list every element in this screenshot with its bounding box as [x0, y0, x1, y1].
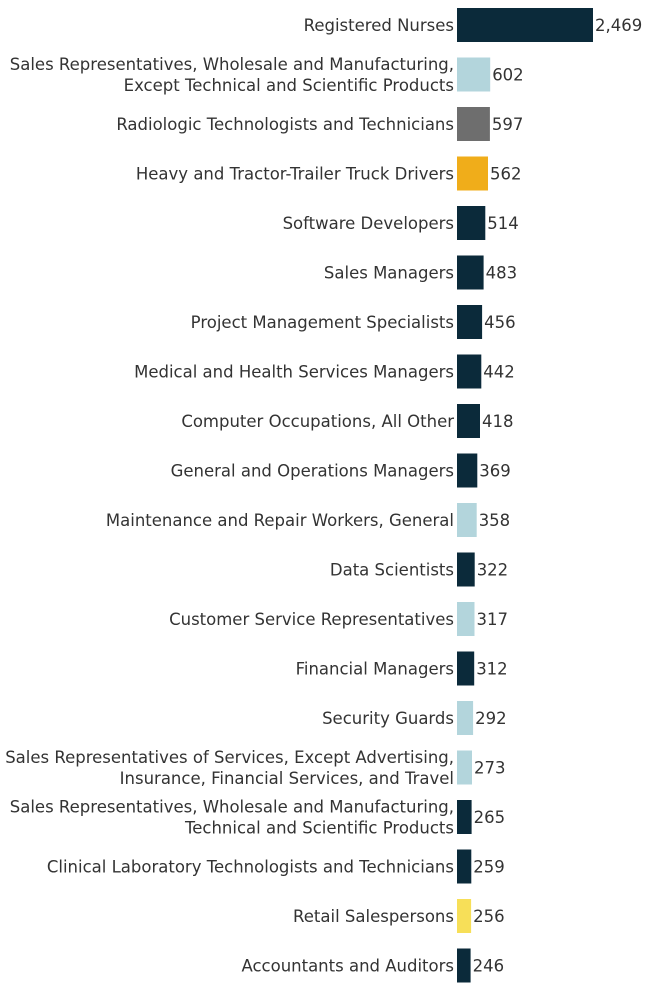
bar-13 [457, 602, 475, 636]
bar-18 [457, 849, 472, 884]
category-label-11: Maintenance and Repair Workers, General [106, 511, 454, 530]
value-label-1: 2,469 [595, 16, 642, 35]
values-layer: 2,469 602 597 562 514 483 456 442 418 369 358 322 31… [473, 16, 643, 976]
value-label-16: 273 [474, 759, 506, 778]
category-label-19: Retail Salespersons [293, 907, 454, 926]
category-label-3: Radiologic Technologists and Technicians [116, 115, 454, 134]
value-label-4: 562 [490, 165, 522, 184]
category-label-14: Financial Managers [296, 660, 454, 679]
value-label-17: 265 [474, 808, 506, 827]
category-label-4: Heavy and Tractor-Trailer Truck Drivers [136, 165, 454, 184]
category-label-13: Customer Service Representatives [169, 610, 454, 629]
bar-9 [457, 404, 480, 438]
value-label-20: 246 [473, 957, 505, 976]
category-label-7: Project Management Specialists [191, 313, 454, 332]
bar-11 [457, 503, 477, 537]
value-label-15: 292 [475, 709, 507, 728]
bar-19 [457, 899, 472, 933]
bars-layer [457, 8, 593, 983]
value-label-10: 369 [479, 462, 511, 481]
category-label-15: Security Guards [322, 709, 454, 728]
bar-14 [457, 651, 475, 686]
value-label-11: 358 [479, 511, 511, 530]
bar-3 [457, 107, 490, 141]
category-label-18: Clinical Laboratory Technologists and Te… [47, 858, 454, 877]
category-label-10: General and Operations Managers [171, 462, 454, 481]
value-label-8: 442 [483, 363, 515, 382]
category-label-17: Sales Representatives, Wholesale and Man… [10, 798, 454, 838]
value-label-6: 483 [486, 264, 517, 283]
bar-2 [457, 57, 491, 92]
category-label-2: Sales Representatives, Wholesale and Man… [10, 55, 454, 95]
value-label-19: 256 [473, 907, 505, 926]
bar-16 [457, 750, 472, 785]
bar-1 [457, 8, 593, 42]
value-label-9: 418 [482, 412, 514, 431]
category-label-12: Data Scientists [330, 561, 454, 580]
bar-5 [457, 206, 486, 240]
bar-4 [457, 156, 488, 191]
category-label-5: Software Developers [283, 214, 454, 233]
bar-17 [457, 800, 472, 834]
category-label-6: Sales Managers [324, 264, 454, 283]
value-label-3: 597 [492, 115, 524, 134]
bar-10 [457, 453, 478, 488]
category-label-9: Computer Occupations, All Other [181, 412, 454, 431]
value-label-18: 259 [473, 858, 505, 877]
category-label-20: Accountants and Auditors [241, 957, 454, 976]
bar-8 [457, 354, 482, 389]
bar-6 [457, 255, 484, 290]
value-label-5: 514 [487, 214, 519, 233]
category-label-8: Medical and Health Services Managers [134, 363, 454, 382]
value-label-7: 456 [484, 313, 515, 332]
bar-15 [457, 701, 474, 735]
labels-layer: Registered Nurses Sales Representatives, … [5, 16, 454, 976]
bar-20 [457, 948, 471, 983]
value-label-13: 317 [477, 610, 509, 629]
value-label-12: 322 [477, 561, 509, 580]
value-label-14: 312 [476, 660, 508, 679]
category-label-16: Sales Representatives of Services, Excep… [5, 748, 454, 788]
bar-7 [457, 305, 483, 339]
value-label-2: 602 [492, 66, 524, 85]
category-label-1: Registered Nurses [304, 16, 454, 35]
bar-12 [457, 552, 475, 587]
